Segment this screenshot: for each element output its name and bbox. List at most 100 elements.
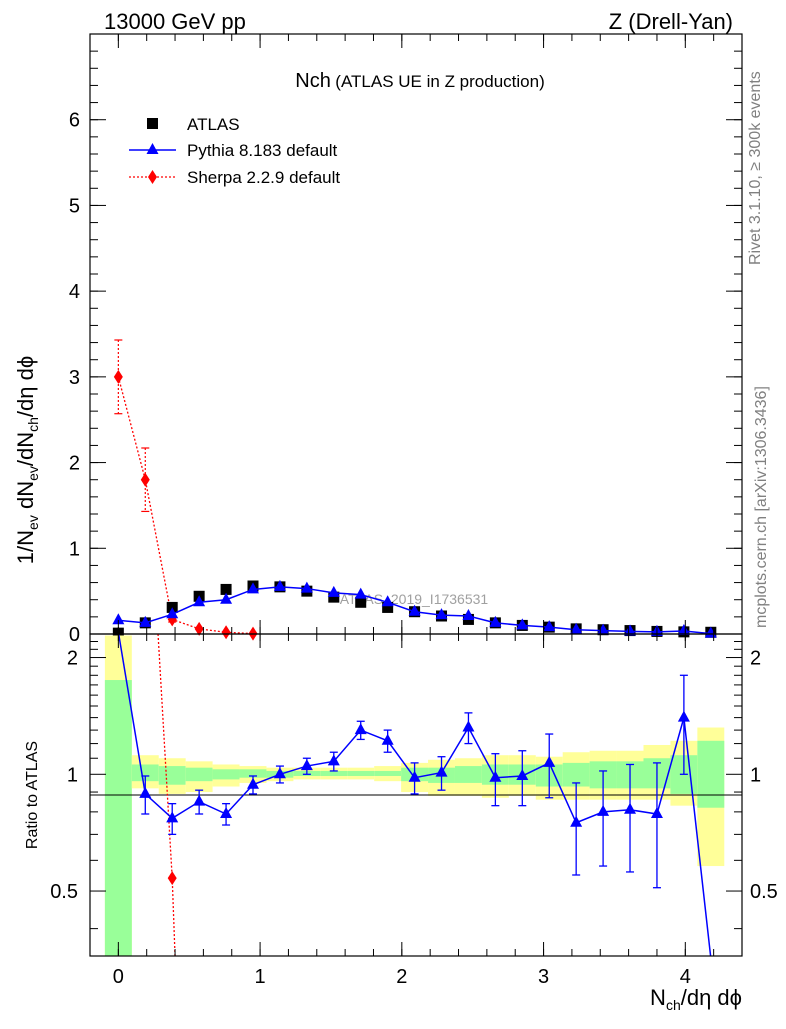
y-tick-label: 5 [69,195,80,217]
x-tick-label: 4 [680,966,691,988]
pythia-ratio-point [247,777,259,789]
y-tick-label: 4 [69,281,80,303]
pythia-ratio-point [624,802,637,814]
legend-label-atlas: ATLAS [187,115,240,134]
pythia-point [624,624,637,636]
header-left: 13000 GeV pp [104,9,246,34]
pythia-ratio-point [677,710,690,722]
pythia-ratio-point [300,759,313,771]
pythia-ratio-point [220,806,233,818]
ratio-tick-label-right: 0.5 [750,881,778,903]
y-tick-label: 1 [69,538,80,560]
ratio-tick-label-right: 1 [750,764,761,786]
pythia-ratio-point [193,794,206,806]
ratio-band-green [697,740,725,808]
pythia-point [300,581,313,593]
pythia-point [166,607,179,619]
ratio-band-green [158,766,186,785]
sherpa-point [221,625,231,640]
ratio-band-green [104,680,132,956]
ratio-tick-label: 1 [67,764,78,786]
ratio-panel: 0 1 2 3 4 0.5 0.5 1 1 2 2 [50,633,778,988]
ratio-band-green [131,764,159,782]
ratio-tick-label: 0.5 [50,881,78,903]
pythia-point [193,595,206,607]
ratio-band-green [212,769,240,780]
x-tick-label: 0 [113,966,124,988]
x-tick-label: 2 [396,966,407,988]
pythia-point [354,587,367,599]
pythia-point [273,579,286,591]
header-right: Z (Drell-Yan) [609,9,733,34]
ratio-tick-label: 2 [67,648,78,670]
y-tick-label: 0 [69,624,80,646]
pythia-point [435,608,448,620]
x-axis-title: Nch/dη dϕ [650,985,742,1013]
side-label-rivet: Rivet 3.1.10, ≥ 300k events [747,71,764,265]
pythia-point [543,620,556,632]
ratio-band-green [239,769,267,778]
x-tick-label: 1 [255,966,266,988]
pythia-ratio-point [408,770,421,782]
pythia-ratio-point [516,768,529,780]
sherpa-ratio-line [171,878,176,957]
y-axis-title: 1/Nev dNev/dNch/dη dϕ [13,356,41,564]
pythia-point [570,622,583,634]
pythia-ratio-point [166,811,179,823]
pythia-ratio-point [435,765,448,777]
ratio-band-green [347,770,375,776]
sherpa-point [194,621,204,636]
atlas-point [382,601,394,613]
pythia-ratio-point [327,754,340,766]
sherpa-ratio-line [157,633,173,879]
pythia-point [327,585,340,597]
ratio-tick-label-right: 2 [750,648,761,670]
y-tick-label: 3 [69,367,80,389]
legend: ATLAS Pythia 8.183 default Sherpa 2.2.9 … [129,115,340,187]
plot-title-sub: (ATLAS UE in Z production) [335,72,544,91]
pythia-point [489,615,502,627]
pythia-point [677,624,690,635]
pythia-ratio-point [489,770,502,782]
ratio-band-green [454,766,482,783]
ratio-frame [89,633,743,957]
legend-label-sherpa: Sherpa 2.2.9 default [187,168,340,187]
atlas-point [220,583,232,595]
x-tick-label: 3 [538,966,549,988]
pythia-ratio-point [273,767,286,779]
legend-marker-atlas [147,118,158,129]
pythia-point [462,609,475,620]
ratio-band-green [562,762,590,787]
pythia-point [112,613,125,625]
pythia-point [408,604,421,616]
pythia-point [516,618,529,630]
pythia-ratio-point [139,786,152,798]
ratio-band-green [374,770,402,776]
plot-title-main: Nch [295,70,331,92]
pythia-ratio-point [462,720,475,732]
pythia-ratio-point [570,815,583,827]
y-tick-label: 6 [69,110,80,132]
ratio-axis-title: Ratio to ATLAS [24,741,41,849]
sherpa-ratio-point [167,871,177,886]
pythia-ratio-point [543,755,556,767]
pythia-point [247,582,259,594]
ratio-band-green [185,767,213,782]
pythia-ratio-point [650,806,663,818]
pythia-point [220,592,233,604]
pythia-point [381,595,394,607]
pythia-ratio-point [381,733,394,745]
sherpa-point [140,472,150,487]
plot-title: Nch (ATLAS UE in Z production) [295,70,544,92]
sherpa-line [117,376,254,635]
sherpa-point [113,369,123,384]
legend-marker-pythia [146,143,159,154]
legend-label-pythia: Pythia 8.183 default [187,141,338,160]
legend-marker-sherpa [148,170,157,184]
y-tick-label: 2 [69,453,80,475]
main-panel: ATLAS_2019_I1736531 0 1 2 3 4 5 6 Nch (ATLAS U… [69,33,743,646]
watermark: ATLAS_2019_I1736531 [340,591,489,607]
atlas-point [328,591,340,603]
pythia-ratio-point [354,723,367,735]
